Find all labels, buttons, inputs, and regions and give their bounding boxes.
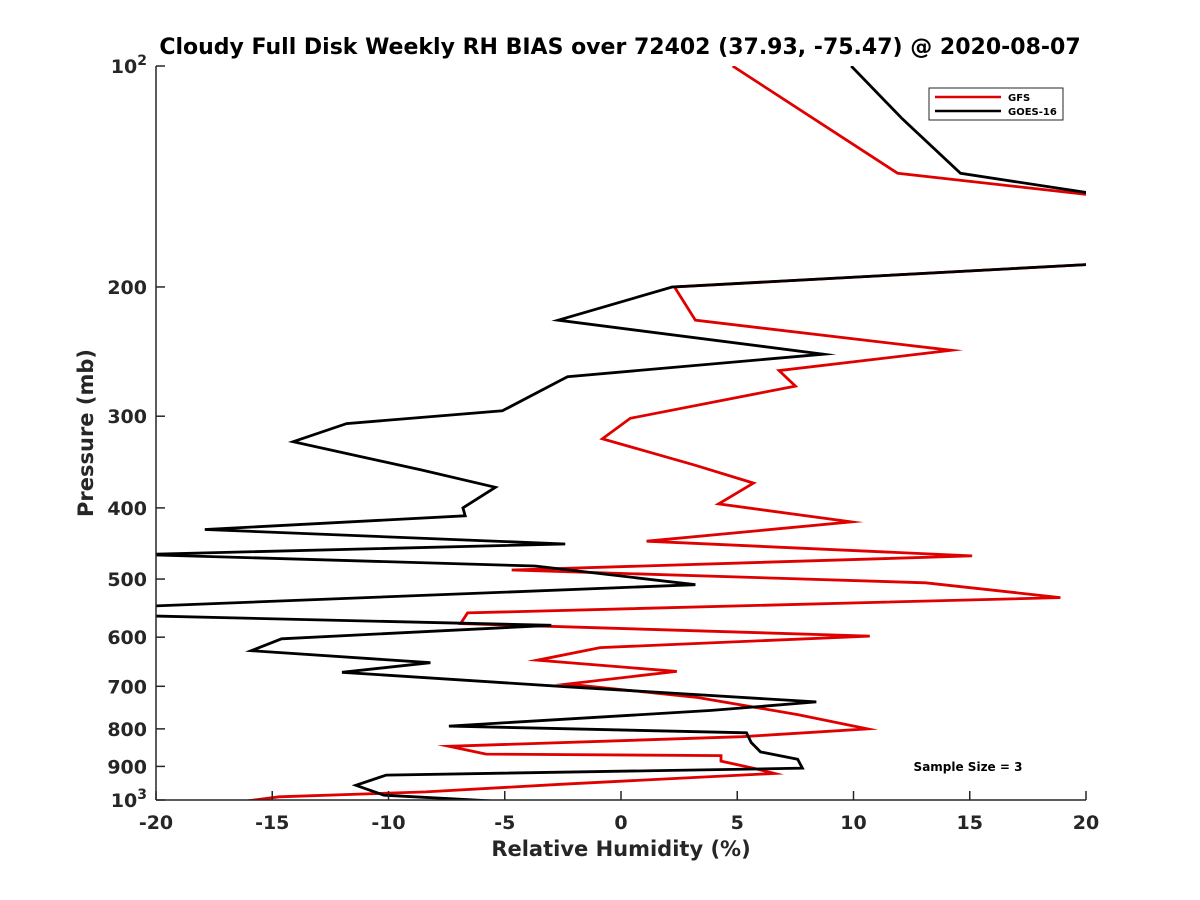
- x-tick-label: 10: [840, 812, 866, 834]
- y-ticks: 102 200 300 400 500 600 700 800 900 103: [107, 53, 165, 812]
- y-tick-label: 600: [107, 627, 147, 649]
- chart-title: Cloudy Full Disk Weekly RH BIAS over 724…: [159, 35, 1080, 60]
- y-tick-label: 900: [107, 756, 147, 778]
- legend-label-goes16: GOES-16: [1008, 107, 1057, 118]
- y-tick-label: 400: [107, 498, 147, 520]
- y-axis-label: Pressure (mb): [74, 349, 98, 517]
- x-tick-label: 20: [1073, 812, 1099, 834]
- y-tick-label: 103: [111, 787, 147, 812]
- sample-size-annotation: Sample Size = 3: [914, 760, 1023, 774]
- y-tick-label: 300: [107, 406, 147, 428]
- series-line-goes16: [156, 66, 1086, 800]
- y-tick-label: 800: [107, 719, 147, 741]
- y-tick-label: 700: [107, 676, 147, 698]
- x-tick-label: 0: [614, 812, 627, 834]
- legend-box: [928, 87, 1064, 121]
- x-tick-label: 5: [731, 812, 744, 834]
- series-line-gfs: [243, 66, 1086, 800]
- x-ticks: -20 -15 -10 -5 0 5 10 15 20: [139, 791, 1099, 834]
- x-tick-label: -10: [371, 812, 405, 834]
- x-tick-label: -15: [255, 812, 289, 834]
- y-tick-label: 102: [111, 53, 147, 78]
- x-tick-label: 15: [957, 812, 983, 834]
- y-tick-label: 500: [107, 569, 147, 591]
- y-tick-label: 200: [107, 277, 147, 299]
- x-axis-label: Relative Humidity (%): [491, 837, 750, 861]
- legend-label-gfs: GFS: [1008, 93, 1030, 104]
- legend: GFS GOES-16: [928, 87, 1064, 121]
- x-tick-label: -5: [494, 812, 515, 834]
- series-layer: [156, 66, 1086, 800]
- x-tick-label: -20: [139, 812, 173, 834]
